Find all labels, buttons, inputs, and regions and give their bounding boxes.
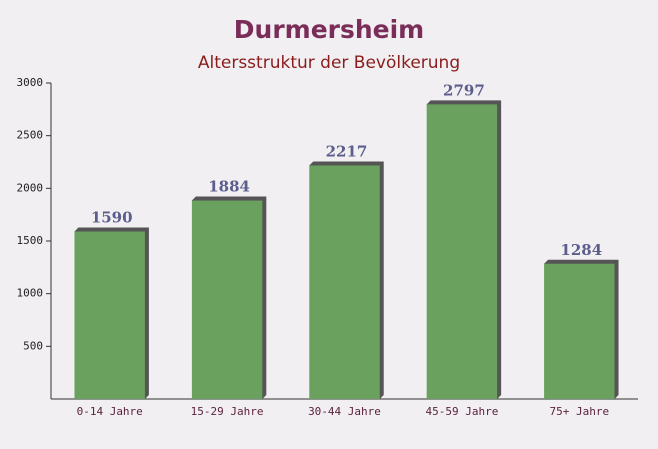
chart-title: Durmersheim	[234, 15, 424, 44]
chart-subtitle: Altersstruktur der Bevölkerung	[198, 53, 460, 73]
y-tick-label: 1000	[17, 287, 44, 300]
x-tick-label: 15-29 Jahre	[191, 405, 264, 418]
y-tick-label: 2500	[17, 129, 44, 142]
value-label: 1884	[208, 178, 250, 196]
value-label: 2217	[326, 142, 368, 160]
value-label: 1284	[560, 241, 602, 259]
bar	[544, 263, 615, 399]
x-tick-label: 45-59 Jahre	[425, 405, 498, 418]
y-tick-label: 1500	[17, 234, 44, 247]
y-tick-label: 500	[23, 339, 43, 352]
x-tick-label: 30-44 Jahre	[308, 405, 381, 418]
x-tick-label: 0-14 Jahre	[77, 405, 143, 418]
y-tick-label: 3000	[17, 76, 44, 89]
value-label: 2797	[443, 81, 485, 99]
x-tick-label: 75+ Jahre	[549, 405, 609, 418]
bar	[191, 200, 263, 399]
bar	[426, 104, 498, 400]
bar	[309, 165, 380, 399]
y-tick-label: 2000	[17, 181, 44, 194]
bar	[74, 231, 145, 399]
value-label: 1590	[91, 209, 133, 227]
